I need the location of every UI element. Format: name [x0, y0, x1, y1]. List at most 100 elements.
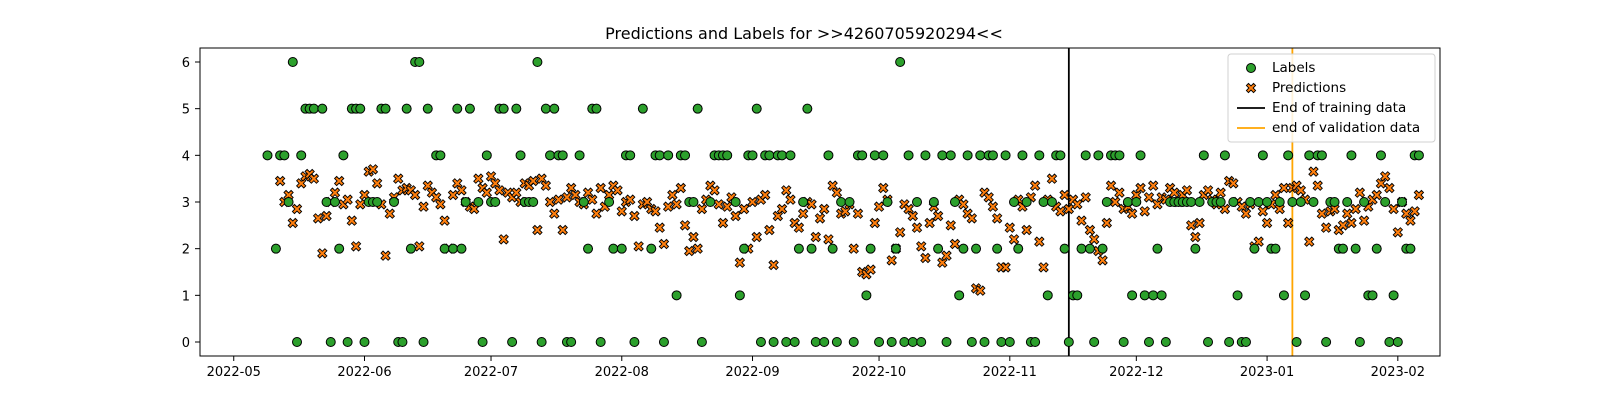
prediction-point — [692, 243, 703, 254]
prediction-point — [1346, 217, 1357, 229]
prediction-point — [911, 222, 923, 233]
label-point — [751, 103, 762, 114]
prediction-point — [878, 182, 889, 194]
prediction-point — [1076, 215, 1087, 226]
prediction-point — [738, 203, 750, 215]
label-point — [844, 197, 855, 207]
prediction-point — [987, 201, 999, 212]
label-point — [1135, 150, 1146, 161]
prediction-point — [633, 241, 644, 252]
label-point — [680, 150, 691, 161]
label-point — [949, 197, 960, 207]
prediction-point — [1126, 208, 1138, 219]
label-point — [270, 243, 281, 254]
prediction-point — [764, 224, 775, 236]
prediction-point — [873, 201, 885, 212]
label-point — [464, 103, 475, 114]
prediction-point — [894, 227, 906, 238]
prediction-point — [1114, 187, 1125, 198]
label-point — [625, 150, 636, 161]
label-point — [1337, 243, 1348, 254]
legend-predictions-marker — [1245, 82, 1257, 94]
label-point — [604, 197, 615, 207]
label-point — [439, 243, 450, 254]
label-point — [1384, 337, 1395, 347]
prediction-point — [1131, 189, 1142, 201]
prediction-point — [527, 175, 539, 187]
prediction-point — [827, 180, 838, 191]
label-point — [658, 337, 669, 347]
x-tick-label: 2022-09 — [725, 365, 779, 380]
prediction-point — [350, 241, 362, 252]
label-point — [372, 197, 383, 207]
prediction-point — [776, 203, 788, 215]
prediction-point — [409, 189, 421, 201]
prediction-point — [333, 175, 345, 187]
label-point — [283, 197, 294, 207]
label-point — [1304, 150, 1315, 161]
x-tick-label: 2022-07 — [464, 365, 518, 380]
prediction-point — [557, 224, 568, 236]
prediction-point — [561, 192, 573, 203]
prediction-point — [498, 234, 509, 245]
label-point — [549, 103, 560, 114]
y-tick-label: 1 — [182, 289, 190, 304]
label-point — [874, 337, 885, 347]
prediction-point — [616, 206, 628, 217]
prediction-point — [435, 199, 446, 210]
prediction-point — [346, 215, 358, 226]
label-point — [688, 197, 699, 207]
prediction-point — [595, 182, 606, 194]
label-point — [1101, 197, 1112, 207]
prediction-point — [1202, 185, 1214, 196]
label-point — [937, 150, 948, 161]
prediction-point — [553, 194, 564, 205]
prediction-point — [869, 217, 881, 229]
prediction-point — [1097, 255, 1108, 266]
prediction-point — [1029, 180, 1041, 191]
prediction-point — [565, 182, 577, 194]
label-point — [671, 290, 682, 301]
x-tick-label: 2022-05 — [207, 365, 261, 380]
label-point — [359, 337, 370, 347]
prediction-point — [1261, 217, 1273, 229]
prediction-point — [485, 171, 497, 182]
label-point — [473, 197, 484, 207]
prediction-point — [392, 173, 404, 184]
label-point — [1034, 150, 1045, 161]
label-point — [1063, 337, 1074, 347]
prediction-point — [924, 217, 935, 229]
prediction-point — [932, 210, 944, 222]
label-point — [1287, 197, 1298, 207]
prediction-point — [1240, 208, 1252, 219]
label-point — [912, 197, 923, 207]
x-tick-label: 2022-10 — [852, 365, 906, 380]
prediction-point — [734, 257, 746, 268]
label-point — [975, 150, 986, 161]
label-point — [1215, 197, 1226, 207]
prediction-point — [490, 178, 501, 189]
label-point — [1089, 337, 1100, 347]
label-point — [1249, 243, 1260, 254]
prediction-point — [991, 213, 1003, 224]
label-point — [1346, 150, 1357, 161]
label-point — [1038, 197, 1049, 207]
label-point — [734, 290, 745, 301]
label-point — [1030, 337, 1041, 347]
label-point — [380, 103, 391, 114]
label-point — [747, 150, 758, 161]
prediction-point — [1008, 234, 1020, 245]
prediction-point — [1350, 203, 1361, 215]
prediction-point — [658, 238, 670, 250]
label-point — [1093, 150, 1104, 161]
label-point — [793, 243, 804, 254]
label-point — [1232, 290, 1243, 301]
label-point — [545, 150, 556, 161]
prediction-point — [1143, 192, 1155, 203]
prediction-point — [287, 217, 299, 229]
prediction-point — [1401, 208, 1412, 219]
label-point — [861, 290, 872, 301]
label-point — [692, 103, 703, 114]
prediction-point — [1308, 166, 1319, 177]
prediction-point — [1228, 178, 1239, 189]
